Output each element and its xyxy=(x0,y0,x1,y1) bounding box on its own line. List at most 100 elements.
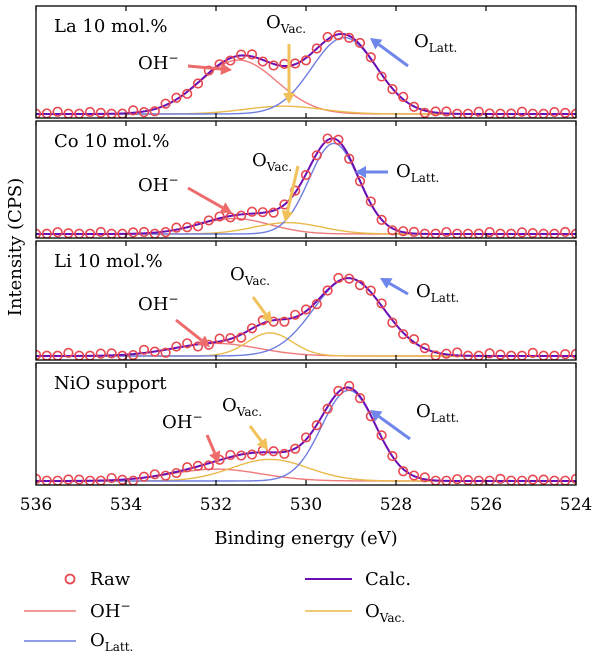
latt-component-curve xyxy=(36,142,576,235)
latt-annotation-text: O xyxy=(416,281,431,302)
raw-data-point xyxy=(354,280,366,291)
raw-data-point xyxy=(63,108,74,118)
raw-data-point xyxy=(398,226,409,237)
raw-data-point xyxy=(106,348,117,359)
vac-arrow-shaft xyxy=(251,296,267,316)
oh-annotation: OH− xyxy=(138,292,179,315)
raw-data-point xyxy=(311,299,322,310)
raw-data-point xyxy=(570,228,576,238)
raw-data-point xyxy=(52,106,63,117)
raw-data-point xyxy=(52,227,63,238)
raw-data-point xyxy=(570,348,576,359)
legend-oh-superscript: − xyxy=(120,599,130,613)
raw-data-point xyxy=(182,88,193,99)
legend-latt-label: OLatt. xyxy=(90,630,133,654)
x-tick-label: 534 xyxy=(110,495,142,515)
oh-component-curve xyxy=(36,59,576,115)
raw-data-point xyxy=(95,226,106,238)
raw-data-point xyxy=(408,101,420,112)
raw-data-point xyxy=(138,471,150,482)
raw-data-point xyxy=(452,108,463,118)
raw-data-point xyxy=(387,450,398,462)
latt-annotation-subscript: Latt. xyxy=(431,291,460,305)
raw-data-point xyxy=(160,347,171,358)
legend-latt-subscript: Latt. xyxy=(105,640,134,654)
raw-data-point xyxy=(452,347,463,358)
legend-raw-marker xyxy=(64,573,76,585)
latt-arrow-shaft xyxy=(388,282,409,296)
raw-data-point xyxy=(192,78,204,89)
raw-data-point xyxy=(538,474,549,485)
x-tick-label: 528 xyxy=(380,495,412,515)
raw-data-point xyxy=(257,207,268,218)
oh-annotation-superscript: − xyxy=(192,410,202,424)
raw-data-point xyxy=(441,106,452,117)
raw-data-point xyxy=(398,466,409,477)
raw-data-point xyxy=(354,37,366,49)
raw-data-point xyxy=(225,333,236,344)
raw-data-point xyxy=(279,448,290,459)
raw-data-point xyxy=(74,108,85,118)
oh-arrow-head xyxy=(197,335,210,347)
raw-data-point xyxy=(387,317,398,328)
raw-data-point xyxy=(246,323,258,334)
raw-data-point xyxy=(236,49,247,60)
vac-annotation: OVac. xyxy=(222,395,262,419)
raw-data-point xyxy=(257,56,268,67)
x-tick-label: 526 xyxy=(470,495,502,515)
latt-annotation: OLatt. xyxy=(396,161,439,185)
vac-annotation: OVac. xyxy=(266,12,306,36)
vac-component-curve xyxy=(36,458,576,482)
oh-arrow-shaft xyxy=(175,318,203,342)
raw-data-point xyxy=(268,207,279,218)
raw-data-point xyxy=(138,107,150,118)
raw-data-point xyxy=(570,473,576,484)
oh-arrow-shaft xyxy=(187,186,224,209)
latt-annotation-subscript: Latt. xyxy=(411,171,440,185)
x-tick-label: 536 xyxy=(20,495,52,515)
vac-annotation-subscript: Vac. xyxy=(236,405,262,419)
raw-data-point xyxy=(203,215,214,226)
raw-data-point xyxy=(171,92,182,103)
raw-data-point xyxy=(290,309,301,320)
legend-raw-label: Raw xyxy=(90,569,131,590)
raw-data-point xyxy=(106,108,117,118)
raw-data-point xyxy=(322,31,333,43)
raw-data-point xyxy=(333,385,344,397)
raw-data-point xyxy=(268,446,279,457)
vac-component-curve xyxy=(36,332,576,357)
oh-arrow-head xyxy=(219,202,232,213)
panel: La 10 mol.%OH−OVac.OLatt. xyxy=(35,5,577,119)
panel: Li 10 mol.%OH−OVac. OLatt. xyxy=(35,240,577,361)
raw-data-point xyxy=(214,333,225,344)
latt-arrow-shaft xyxy=(378,415,411,441)
oh-annotation: OH− xyxy=(138,173,179,196)
vac-annotation-text: O xyxy=(230,264,245,285)
raw-data-point xyxy=(495,108,506,118)
panel-label: NiO support xyxy=(54,373,167,394)
raw-data-point xyxy=(149,106,160,117)
raw-data-point xyxy=(365,285,376,296)
latt-annotation-subscript: Latt. xyxy=(429,41,458,55)
raw-data-point xyxy=(376,430,387,441)
raw-data-point xyxy=(419,107,430,118)
raw-data-point xyxy=(268,60,279,71)
raw-data-point xyxy=(441,226,452,238)
legend-oh-text: OH xyxy=(90,601,120,622)
raw-data-point xyxy=(322,403,333,414)
raw-data-point xyxy=(192,341,204,352)
raw-data-point xyxy=(560,107,571,118)
raw-data-point xyxy=(441,348,452,359)
oh-arrow-shaft xyxy=(205,434,217,454)
raw-data-point xyxy=(138,344,150,355)
raw-data-point xyxy=(419,343,430,354)
latt-arrow-head xyxy=(380,278,393,289)
raw-data-point xyxy=(138,226,150,238)
raw-data-point xyxy=(408,226,420,238)
raw-data-point xyxy=(376,71,387,82)
raw-data-point xyxy=(527,347,538,358)
oh-arrow-shaft xyxy=(187,64,222,71)
raw-data-point xyxy=(365,52,376,63)
raw-data-point xyxy=(300,55,312,66)
